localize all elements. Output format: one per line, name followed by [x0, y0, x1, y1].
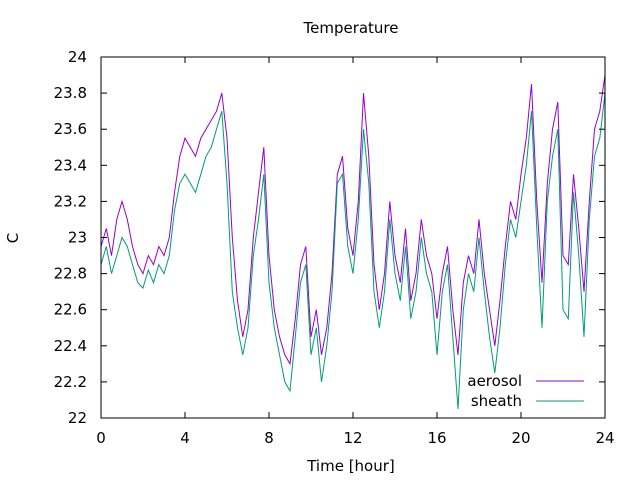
x-tick-label: 4: [180, 429, 190, 447]
x-tick-label: 12: [343, 429, 362, 447]
x-tick-label: 24: [595, 429, 614, 447]
y-tick-label: 23.4: [54, 156, 87, 174]
y-axis-label: C: [4, 233, 22, 243]
y-tick-label: 22: [68, 409, 87, 427]
x-tick-label: 20: [511, 429, 530, 447]
y-tick-label: 23.6: [54, 120, 87, 138]
series-layer: [100, 75, 606, 410]
x-tick-label: 8: [264, 429, 274, 447]
y-tick-label: 23.2: [54, 192, 87, 210]
y-tick-label: 23: [68, 229, 87, 247]
x-tick-label: 16: [427, 429, 446, 447]
series-line-aerosol: [100, 75, 606, 366]
legend-label-sheath: sheath: [471, 392, 522, 410]
y-axis: 22 22.2 22.4 22.6 22.8 23 23.2 23.4 23.6 23.8 24: [54, 48, 605, 427]
y-tick-label: 22.2: [54, 373, 87, 391]
x-axis-label: Time [hour]: [306, 457, 395, 475]
legend-label-aerosol: aerosol: [467, 372, 522, 390]
legend: aerosol sheath: [467, 372, 584, 410]
y-tick-label: 23.8: [54, 84, 87, 102]
y-tick-label: 22.8: [54, 265, 87, 283]
x-axis: 0 4 8 12 16 20 24: [96, 57, 615, 447]
x-tick-label: 0: [96, 429, 106, 447]
y-tick-label: 24: [68, 48, 87, 66]
chart-title: Temperature: [302, 19, 398, 37]
y-tick-label: 22.4: [54, 337, 87, 355]
y-tick-label: 22.6: [54, 301, 87, 319]
series-line-sheath: [100, 93, 606, 410]
